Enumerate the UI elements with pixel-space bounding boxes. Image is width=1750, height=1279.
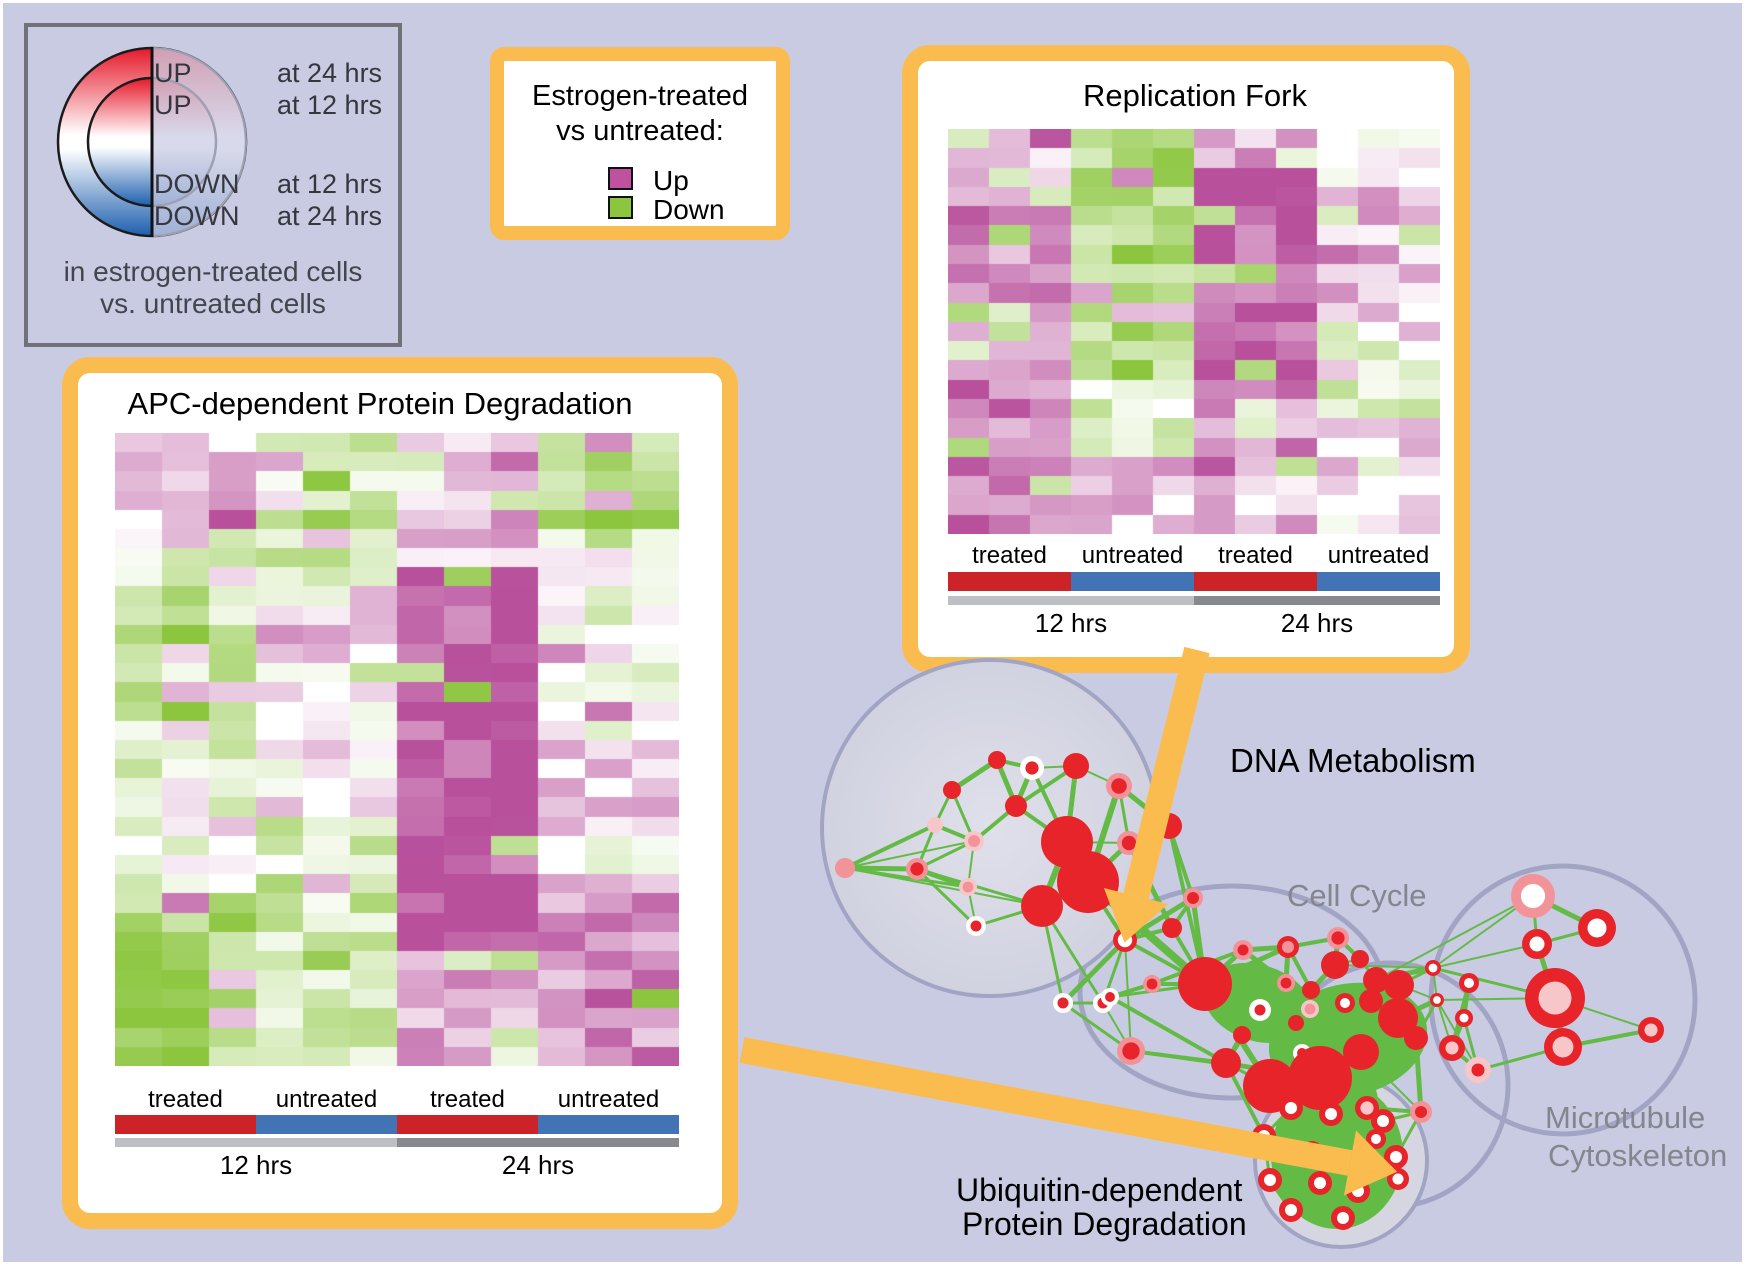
updown-legend-box: Estrogen-treated vs untreated: [490, 47, 790, 240]
ubiquitin-label-line1: Ubiquitin-dependent [956, 1172, 1243, 1208]
updown-legend-title-line2: vs untreated: [556, 115, 724, 147]
rep-untreated-bar-12h [1071, 572, 1194, 591]
rep-12hr-bar [948, 596, 1194, 605]
updown-legend-title-line1: Estrogen-treated [531, 80, 748, 112]
down-swatch-label: Down [653, 194, 725, 225]
rep-24hr-label: 24 hrs [1280, 608, 1354, 638]
rep-treated-bar-12h [948, 572, 1071, 591]
apc-heatmap [115, 433, 679, 1066]
microtubule-label-line1: Microtubule [1545, 1100, 1706, 1135]
ubiquitin-label-line2: Protein Degradation [962, 1206, 1247, 1242]
apc-treated-bar-24h [397, 1115, 538, 1134]
ring-row-time: at 12 hrs [277, 169, 383, 199]
rep-12hr-label: 12 hrs [1034, 608, 1108, 638]
apc-group-label: treated [148, 1086, 223, 1113]
microtubule-label-line2: Cytoskeleton [1548, 1138, 1728, 1173]
apc-24hr-bar [397, 1138, 679, 1147]
ring-legend-footer-line2: vs. untreated cells [100, 288, 326, 319]
ring-row-time: at 24 hrs [277, 201, 383, 231]
ring-row-time: at 12 hrs [277, 90, 383, 120]
down-swatch-icon [608, 196, 633, 219]
apc-group-label: untreated [557, 1086, 660, 1113]
dna-metabolism-label: DNA Metabolism [1230, 742, 1476, 779]
ring-row-dir: DOWN [154, 201, 240, 231]
apc-panel-title: APC-dependent Protein Degradation [127, 386, 633, 421]
apc-group-label: untreated [275, 1086, 378, 1113]
rep-untreated-bar-24h [1317, 572, 1440, 591]
apc-treated-bar-12h [115, 1115, 256, 1134]
replication-fork-heatmap [948, 129, 1440, 534]
ring-legend-box [24, 23, 402, 347]
apc-24hr-label: 24 hrs [501, 1150, 575, 1180]
updown-ring-diagram [56, 46, 248, 238]
ring-legend-footer-line1: in estrogen-treated cells [63, 256, 363, 287]
apc-12hr-label: 12 hrs [219, 1150, 293, 1180]
apc-group-label: treated [430, 1086, 505, 1113]
rep-treated-bar-24h [1194, 572, 1317, 591]
rep-group-label: untreated [1327, 542, 1430, 569]
ring-row-dir: DOWN [154, 169, 240, 199]
replication-fork-panel-title: Replication Fork [1083, 78, 1307, 113]
apc-untreated-bar-12h [256, 1115, 397, 1134]
ring-right-half-fade [152, 47, 247, 237]
rep-group-label: treated [1218, 542, 1293, 569]
rep-group-label: untreated [1081, 542, 1184, 569]
apc-12hr-bar [115, 1138, 397, 1147]
up-swatch-icon [608, 167, 633, 190]
rep-group-label: treated [972, 542, 1047, 569]
cell-cycle-label: Cell Cycle [1287, 878, 1427, 913]
up-swatch-label: Up [653, 165, 689, 196]
ring-row-dir: UP [154, 58, 192, 88]
ring-row-dir: UP [154, 90, 192, 120]
rep-24hr-bar [1194, 596, 1440, 605]
apc-untreated-bar-24h [538, 1115, 679, 1134]
ring-row-time: at 24 hrs [277, 58, 383, 88]
